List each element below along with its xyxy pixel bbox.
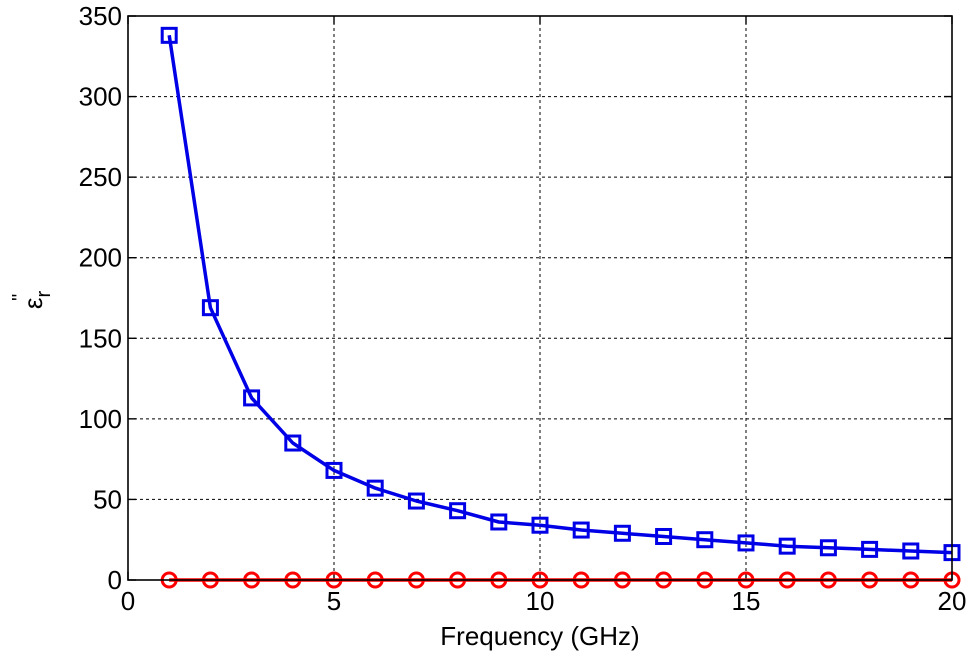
data-point-square [449,502,467,520]
data-point-square [160,26,178,44]
x-tick-label: 10 [526,586,555,616]
data-point-square [861,540,879,558]
data-point-square [696,531,714,549]
svg-text:εr": εr" [9,291,55,310]
x-tick-label: 0 [121,586,135,616]
y-tick-label: 0 [108,565,122,595]
grid [128,16,952,580]
y-tick-label: 100 [79,404,122,434]
data-point-square [531,516,549,534]
data-point-square [572,521,590,539]
data-point-square [325,461,343,479]
y-tick-label: 200 [79,243,122,273]
plot-series [160,26,961,589]
y-axis-label-superscript: " [9,294,31,301]
x-axis-label: Frequency (GHz) [440,621,639,651]
y-tick-label: 250 [79,162,122,192]
y-axis-label-subscript: r [33,291,55,298]
plot-frame [127,15,953,581]
y-tick-label: 150 [79,323,122,353]
data-point-square [407,492,425,510]
series-square [160,26,961,562]
data-point-square [737,534,755,552]
x-tick-labels: 0 5 10 15 20 [121,586,967,616]
x-tick-label: 20 [938,586,967,616]
data-point-square [201,299,219,317]
y-tick-label: 350 [79,1,122,31]
data-point-square [284,434,302,452]
y-tick-labels: 0 50 100 150 200 250 300 350 [79,1,122,595]
data-point-square [902,542,920,560]
y-tick-label: 50 [93,484,122,514]
x-tick-label: 15 [732,586,761,616]
data-point-square [366,479,384,497]
y-axis-label-symbol: ε [18,297,48,309]
data-point-square [613,524,631,542]
data-point-square [490,513,508,531]
y-axis-label: εr" [9,291,55,310]
series-line [167,35,953,555]
data-point-square [819,539,837,557]
data-point-square [778,537,796,555]
data-point-square [655,527,673,545]
y-tick-label: 300 [79,82,122,112]
x-tick-label: 5 [327,586,341,616]
data-point-square [243,389,261,407]
